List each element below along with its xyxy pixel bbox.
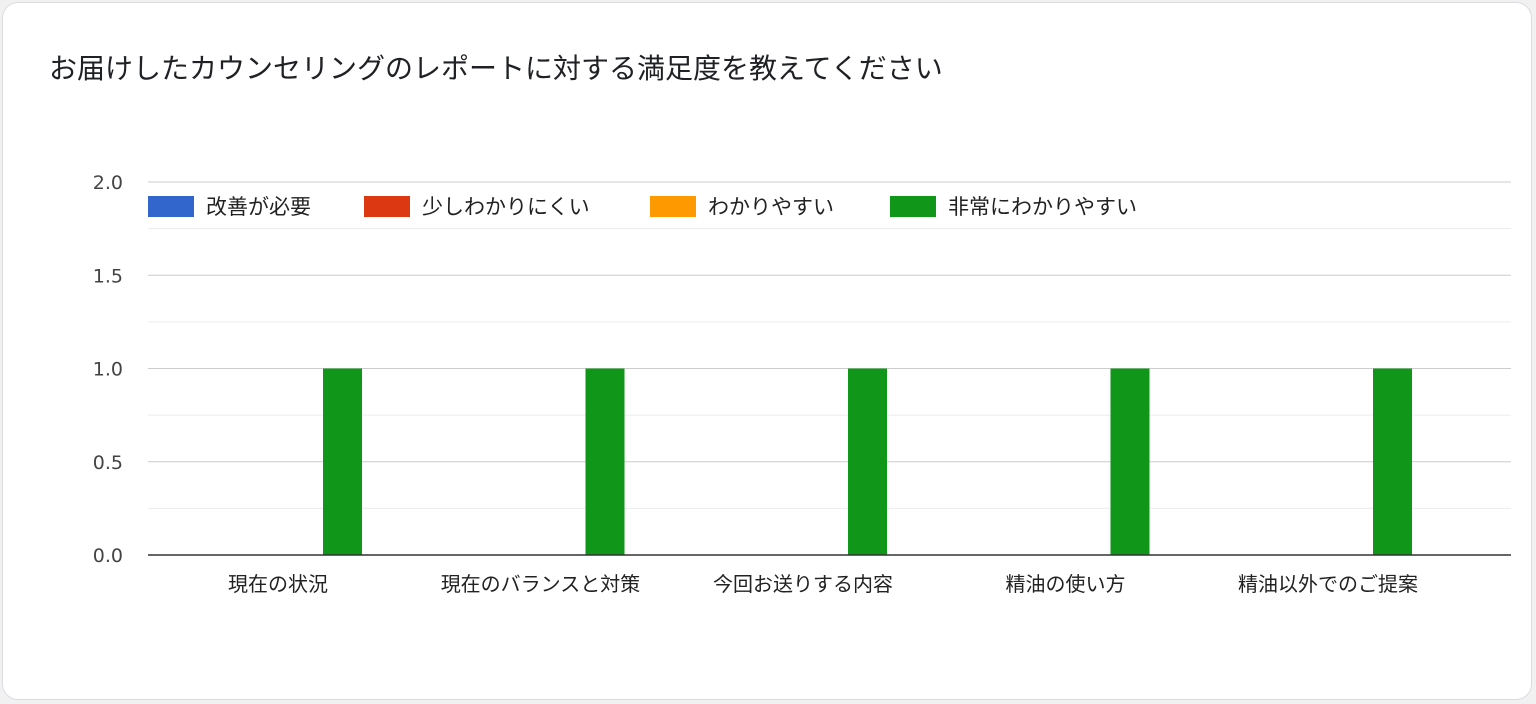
y-tick-label: 1.0: [93, 359, 123, 381]
legend-swatch: [148, 196, 194, 217]
legend-swatch: [650, 196, 696, 217]
legend-swatch: [364, 196, 410, 217]
x-category-label: 今回お送りする内容: [713, 572, 893, 596]
bar: [1373, 368, 1412, 555]
legend-swatch: [890, 196, 936, 217]
x-category-label: 精油の使い方: [1006, 572, 1126, 596]
bar-chart: 0.0 0.5 1.0 1.5 2.0 現在の状況 現在のバランスと対策 今回お送りする内容 精…: [93, 172, 1511, 596]
bar: [1110, 368, 1150, 555]
y-tick-label: 2.0: [93, 172, 123, 194]
x-category-label: 現在の状況: [228, 572, 328, 596]
y-tick-label: 0.0: [93, 545, 123, 567]
legend-label: 少しわかりにくい: [422, 195, 590, 219]
y-tick-label: 1.5: [93, 265, 123, 287]
bar: [585, 368, 625, 555]
x-category-label: 現在のバランスと対策: [441, 572, 641, 596]
chart-title: お届けしたカウンセリングのレポートに対する満足度を教えてください: [49, 52, 943, 85]
bar: [323, 368, 362, 555]
x-category-label: 精油以外でのご提案: [1238, 572, 1418, 596]
bar: [848, 368, 887, 555]
y-tick-label: 0.5: [93, 452, 123, 474]
legend-label: わかりやすい: [708, 195, 834, 219]
legend-label: 改善が必要: [206, 195, 311, 219]
legend-label: 非常にわかりやすい: [948, 195, 1137, 219]
